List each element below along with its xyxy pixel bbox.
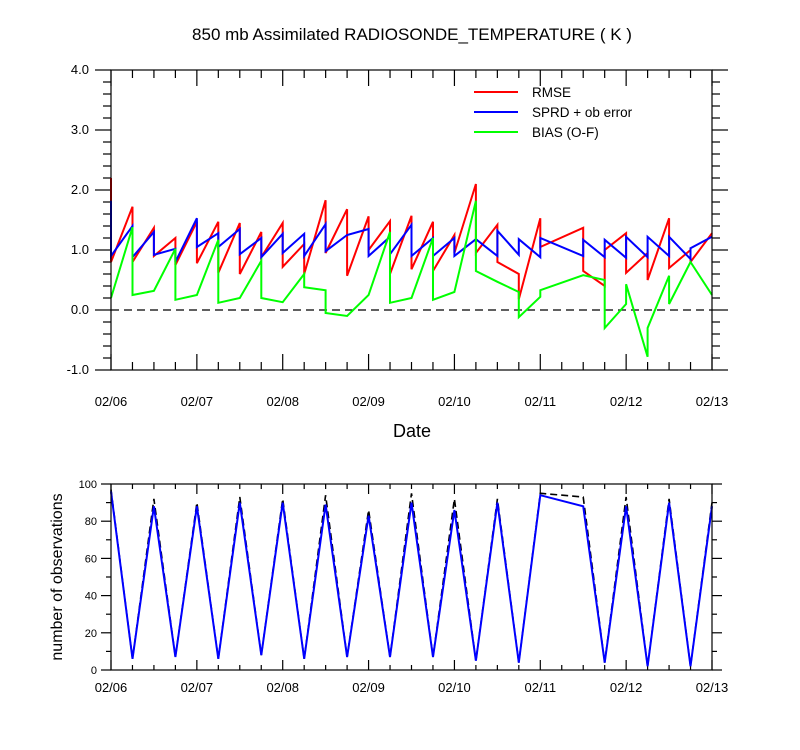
top-panel-series [110, 178, 713, 358]
x-tick-label: 02/07 [181, 394, 214, 409]
bottom-panel-x-tick-labels: 02/06 02/07 02/08 02/09 02/10 02/11 02/12 02/13 [95, 680, 729, 695]
x-tick-label: 02/10 [438, 394, 471, 409]
legend: RMSE SPRD + ob error BIAS (O-F) [474, 85, 633, 140]
y-tick-label: 60 [85, 553, 97, 565]
x-tick-label: 02/10 [438, 680, 471, 695]
top-panel-tick-marks [95, 69, 728, 371]
y-tick-label: 0.0 [71, 302, 89, 317]
y-tick-label: 80 [85, 516, 97, 528]
y-tick-label: 40 [85, 591, 97, 603]
series-line-assimilated [110, 491, 713, 667]
bottom-panel-series [110, 489, 713, 667]
y-tick-label: 0 [91, 665, 97, 677]
bottom-panel-frame [110, 483, 713, 671]
x-tick-label: 02/09 [352, 394, 385, 409]
x-tick-label: 02/06 [95, 680, 128, 695]
x-tick-label: 02/12 [610, 680, 643, 695]
x-axis-label: Date [393, 421, 431, 441]
legend-label: RMSE [532, 85, 571, 100]
chart-title: 850 mb Assimilated RADIOSONDE_TEMPERATUR… [192, 25, 632, 44]
x-tick-label: 02/08 [266, 394, 299, 409]
y-tick-label: 1.0 [71, 242, 89, 257]
x-tick-label: 02/13 [696, 680, 729, 695]
x-tick-label: 02/06 [95, 394, 128, 409]
top-panel-y-tick-labels: 4.0 3.0 2.0 1.0 0.0 -1.0 [67, 62, 89, 377]
x-tick-label: 02/13 [696, 394, 729, 409]
bottom-panel-tick-marks [101, 483, 722, 671]
legend-label: BIAS (O-F) [532, 125, 599, 140]
x-tick-label: 02/11 [524, 680, 556, 695]
x-tick-label: 02/07 [181, 680, 214, 695]
y-tick-label: 100 [79, 479, 97, 491]
series-line-total [110, 489, 713, 667]
top-panel-x-tick-labels: 02/06 02/07 02/08 02/09 02/10 02/11 02/12 02/13 [95, 394, 729, 409]
legend-label: SPRD + ob error [532, 105, 633, 120]
y-tick-label: 3.0 [71, 122, 89, 137]
x-tick-label: 02/09 [352, 680, 385, 695]
series-line-bias-o-f [110, 200, 713, 358]
y-tick-label: 20 [85, 628, 97, 640]
x-tick-label: 02/11 [524, 394, 556, 409]
y-tick-label: -1.0 [67, 362, 89, 377]
top-panel-frame [110, 69, 713, 371]
x-tick-label: 02/12 [610, 394, 643, 409]
y-axis-label: number of observations [49, 493, 66, 660]
y-tick-label: 4.0 [71, 62, 89, 77]
bottom-panel-y-tick-labels: 100 80 60 40 20 0 [79, 479, 97, 677]
y-tick-label: 2.0 [71, 182, 89, 197]
x-tick-label: 02/08 [266, 680, 299, 695]
